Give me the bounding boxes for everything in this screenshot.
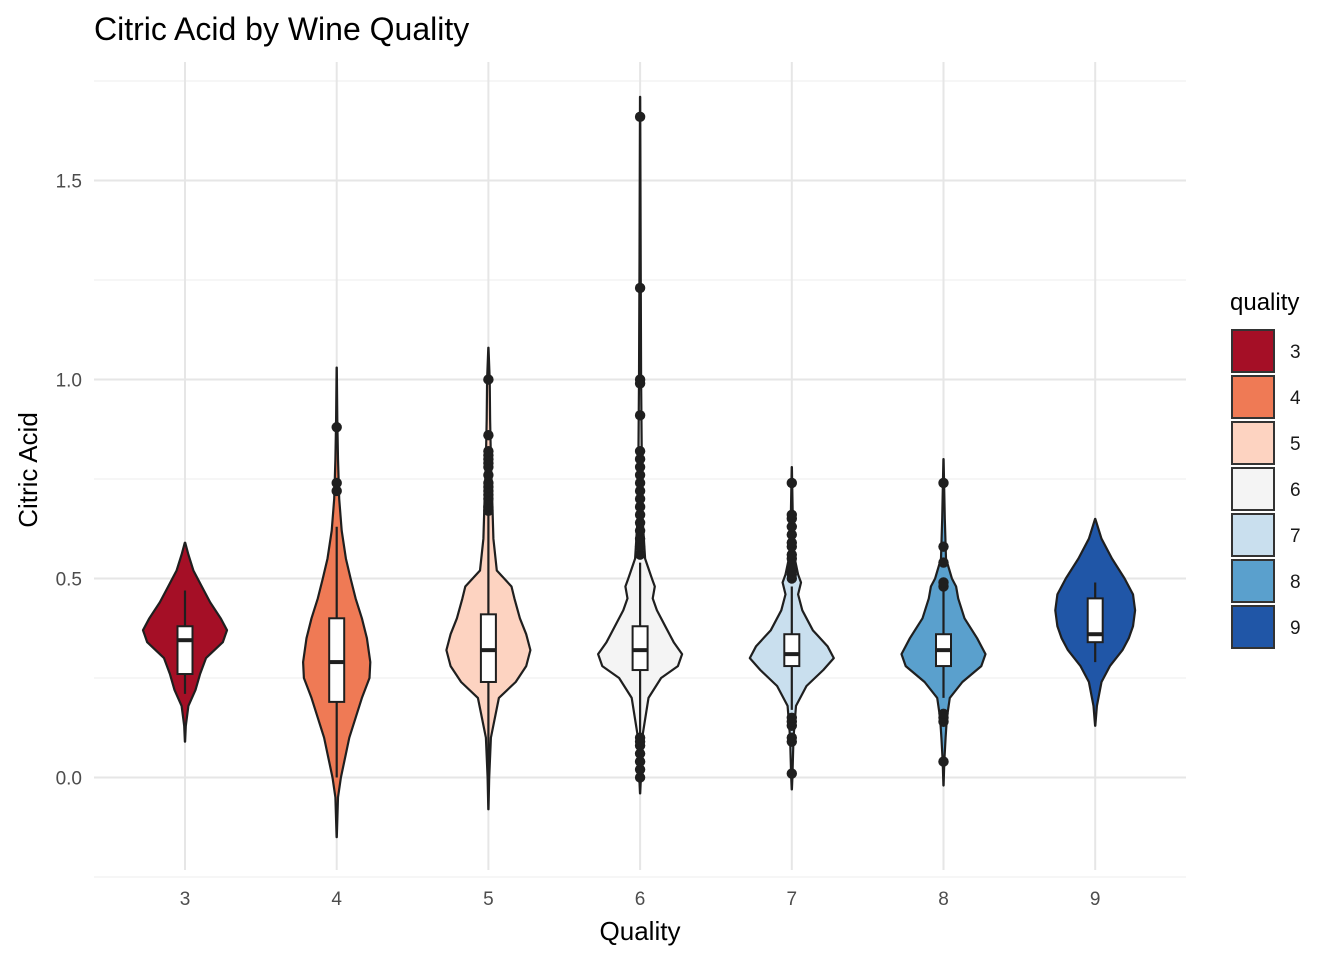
x-tick-label: 7 [787, 889, 798, 910]
outlier-point [938, 708, 949, 720]
outlier-point [938, 577, 949, 588]
violins [141, 95, 1137, 839]
x-tick-label: 3 [180, 889, 191, 910]
y-axis-title: Citric Acid [13, 412, 43, 528]
violin-group-9 [1054, 517, 1137, 727]
legend-label-5: 5 [1290, 434, 1301, 455]
x-axis: 3 4 5 6 7 8 9 [180, 889, 1101, 910]
outlier-point [634, 756, 646, 767]
violin-group-4 [302, 366, 372, 839]
outlier-point [634, 732, 646, 743]
legend-label-7: 7 [1290, 526, 1301, 547]
outlier-point [634, 501, 646, 513]
outlier-point [786, 529, 797, 540]
outlier-point [634, 748, 646, 759]
outlier-point [938, 477, 949, 489]
x-tick-label: 5 [483, 889, 494, 910]
outlier-point [634, 111, 646, 123]
legend-swatch-6 [1231, 467, 1275, 511]
legend-label-9: 9 [1290, 618, 1301, 639]
outlier-point [634, 374, 646, 385]
legend-swatch-8 [1231, 559, 1275, 603]
legend-swatch-4 [1231, 375, 1275, 419]
outlier-point [634, 453, 646, 465]
outlier-point [786, 549, 797, 560]
legend-title: quality [1230, 289, 1299, 316]
outlier-point [786, 477, 797, 489]
outlier-point [634, 493, 646, 505]
legend-label-8: 8 [1290, 572, 1301, 593]
violin-group-5 [445, 346, 532, 811]
outlier-point [634, 282, 646, 294]
x-tick-label: 6 [635, 889, 646, 910]
box [783, 633, 801, 668]
violin [597, 95, 684, 795]
outlier-point [634, 509, 646, 521]
x-tick-label: 9 [1090, 889, 1101, 910]
legend-label-3: 3 [1290, 342, 1301, 363]
outlier-point [634, 541, 646, 552]
legend-swatch-3 [1231, 329, 1275, 373]
violin-group-3 [141, 541, 229, 743]
outlier-point [786, 521, 797, 532]
outlier-point [634, 461, 646, 473]
outlier-point [483, 374, 494, 385]
outlier-point [331, 485, 342, 497]
outlier-point [938, 541, 949, 552]
x-axis-title: Quality [600, 916, 681, 946]
legend-swatch-9 [1231, 605, 1275, 649]
x-tick-label: 8 [938, 889, 949, 910]
outlier-point [786, 561, 797, 572]
outlier-point [483, 430, 494, 441]
outlier-point [786, 732, 797, 743]
outlier-point [938, 557, 949, 568]
outlier-point [331, 477, 342, 489]
outlier-point [938, 756, 949, 767]
violin-group-7 [748, 466, 835, 791]
outlier-point [634, 525, 646, 536]
outlier-point [634, 764, 646, 775]
box [176, 625, 194, 676]
outlier-point [483, 477, 494, 489]
outlier-point [634, 477, 646, 489]
y-tick-label: 0.5 [56, 570, 82, 591]
outlier-point [483, 469, 494, 481]
outlier-point [483, 501, 494, 513]
outlier-point [634, 533, 646, 544]
box [1086, 597, 1104, 644]
x-tick-label: 4 [331, 889, 342, 910]
chart-title: Citric Acid by Wine Quality [94, 11, 469, 47]
outlier-point [786, 537, 797, 548]
y-tick-label: 1.5 [56, 172, 82, 193]
y-tick-label: 1.0 [56, 371, 82, 392]
legend-swatch-7 [1231, 513, 1275, 557]
y-axis: 0.0 0.5 1.0 1.5 [56, 172, 82, 790]
legend: quality 3 4 5 6 7 8 9 [1230, 289, 1301, 649]
outlier-point [634, 549, 646, 560]
outlier-point [634, 485, 646, 497]
outlier-point [786, 712, 797, 723]
legend-label-6: 6 [1290, 480, 1301, 501]
outlier-point [634, 410, 646, 421]
legend-swatch-5 [1231, 421, 1275, 465]
outlier-point [786, 509, 797, 521]
outlier-point [634, 772, 646, 783]
outlier-point [331, 422, 342, 433]
y-tick-label: 0.0 [56, 769, 82, 790]
outlier-point [634, 517, 646, 528]
outlier-point [786, 768, 797, 779]
outlier-point [634, 469, 646, 481]
violin-group-6 [597, 95, 684, 795]
outlier-point [483, 445, 494, 457]
outlier-point [634, 445, 646, 457]
violin-group-8 [900, 458, 987, 787]
legend-label-4: 4 [1290, 388, 1301, 409]
